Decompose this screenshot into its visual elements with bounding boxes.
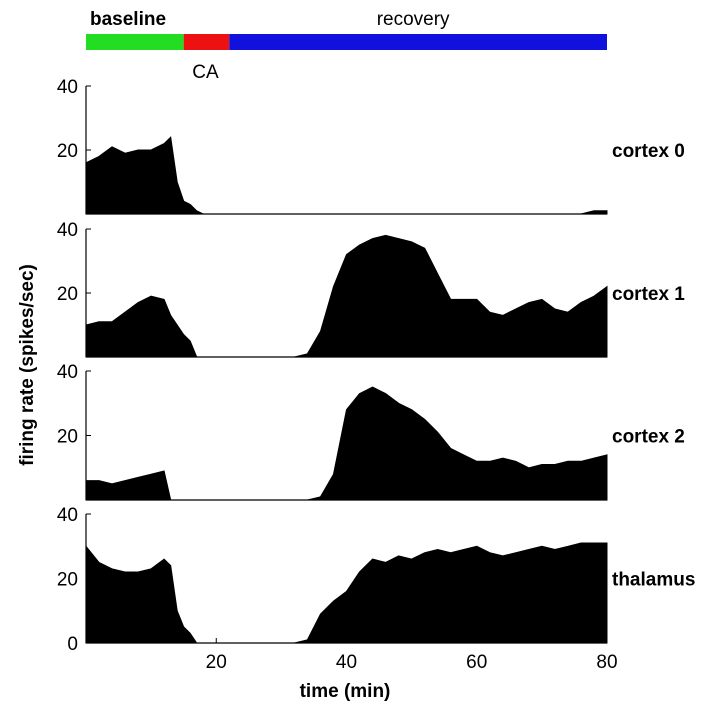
phase-label-baseline: baseline bbox=[90, 9, 166, 30]
y-tick-label: 0 bbox=[67, 634, 78, 655]
series-label-cortex-2: cortex 2 bbox=[612, 427, 685, 448]
y-tick-label: 40 bbox=[57, 505, 78, 526]
series-area-thalamus bbox=[85, 542, 608, 644]
phase-segment-ca bbox=[183, 34, 230, 50]
panel-cortex-2: 40 20 cortex 2 bbox=[57, 362, 685, 501]
phase-bar: baseline CA recovery bbox=[86, 9, 607, 83]
series-area-cortex-0 bbox=[85, 136, 608, 215]
y-tick-label: 40 bbox=[57, 220, 78, 241]
x-axis-label: time (min) bbox=[300, 681, 391, 702]
y-axis-label: firing rate (spikes/sec) bbox=[17, 264, 38, 466]
x-tick-label: 20 bbox=[206, 652, 227, 673]
panel-cortex-0: 40 20 cortex 0 bbox=[57, 77, 685, 215]
panel-cortex-1: 40 20 cortex 1 bbox=[57, 220, 685, 358]
y-tick-label: 20 bbox=[57, 427, 78, 448]
panels: 40 20 cortex 0 40 20 cortex 1 40 20 cortex 2 40 20… bbox=[57, 77, 696, 655]
y-tick-label: 40 bbox=[57, 77, 78, 98]
x-axis: 20 40 60 80 bbox=[206, 638, 618, 673]
phase-label-ca: CA bbox=[192, 62, 219, 83]
y-tick-label: 20 bbox=[57, 570, 78, 591]
y-tick-label: 20 bbox=[57, 141, 78, 162]
y-tick-label: 20 bbox=[57, 284, 78, 305]
x-tick-label: 40 bbox=[336, 652, 357, 673]
phase-segment-baseline bbox=[86, 34, 184, 50]
series-area-cortex-1 bbox=[85, 234, 608, 358]
x-tick-label: 60 bbox=[466, 652, 487, 673]
y-tick-label: 40 bbox=[57, 362, 78, 383]
series-label-thalamus: thalamus bbox=[612, 570, 695, 591]
series-label-cortex-1: cortex 1 bbox=[612, 284, 685, 305]
series-area-cortex-2 bbox=[85, 386, 608, 501]
phase-label-recovery: recovery bbox=[377, 9, 450, 30]
phase-segment-recovery bbox=[229, 34, 607, 50]
panel-thalamus: 40 20 0 thalamus bbox=[57, 505, 696, 655]
x-tick-label: 80 bbox=[596, 652, 617, 673]
series-label-cortex-0: cortex 0 bbox=[612, 141, 685, 162]
